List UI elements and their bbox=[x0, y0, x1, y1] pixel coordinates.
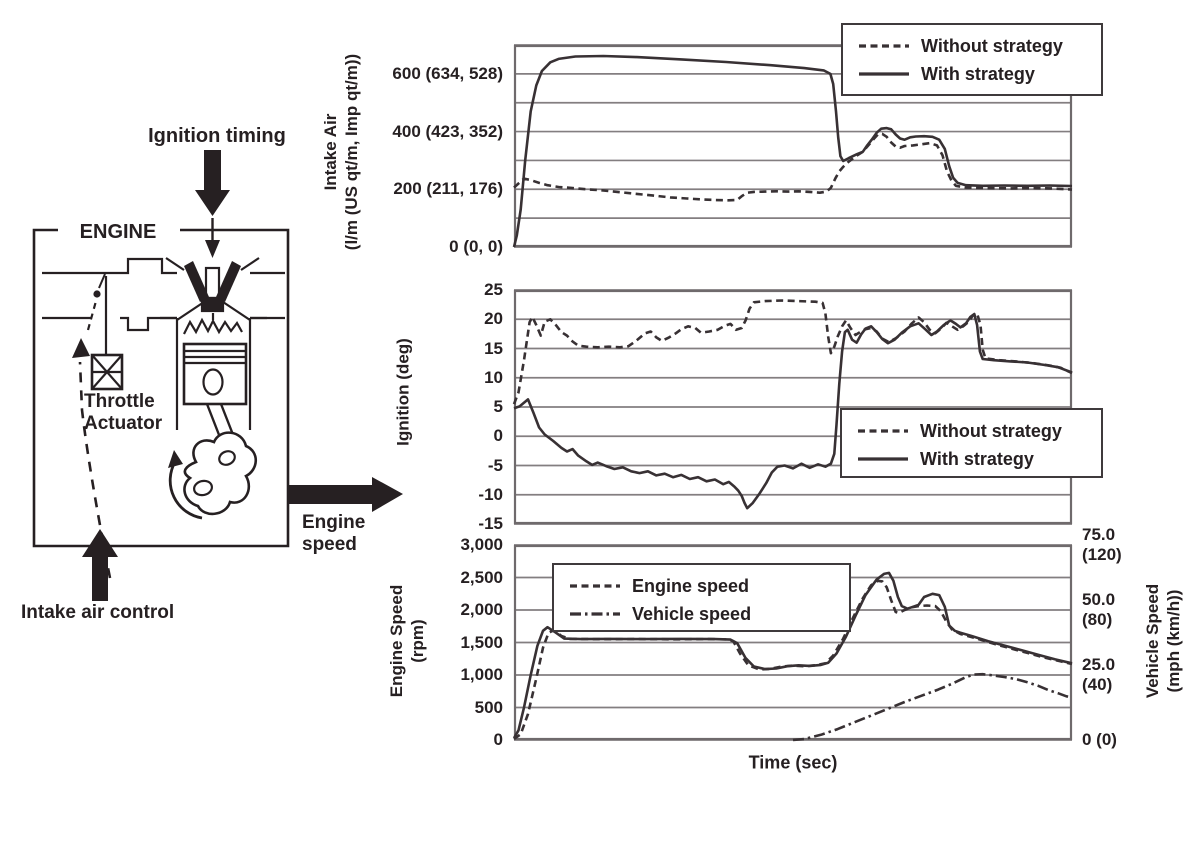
engine-label: ENGINE bbox=[80, 221, 157, 243]
ignition-yticks: 25 20 15 10 5 0 -5 -10 -15 bbox=[0, 280, 503, 533]
y-tick-label: 20 bbox=[484, 309, 503, 329]
series-without-strategy bbox=[513, 132, 1073, 202]
plot-border bbox=[513, 44, 1073, 248]
y-tick-label: -5 bbox=[487, 455, 503, 475]
y-tick-label: 5 bbox=[493, 397, 503, 416]
legend-row-with-strategy: With strategy bbox=[858, 60, 1101, 88]
engine-speed-label-2: speed bbox=[302, 534, 357, 555]
y2-tick-label: 25.0 (40) bbox=[1082, 655, 1116, 694]
y-tick-label: 1,000 bbox=[460, 665, 503, 684]
dashed-line-sample-icon bbox=[858, 429, 908, 433]
vehicle-speed-axis-title-line1: Vehicle Speed bbox=[1143, 583, 1162, 699]
legend-row-without-strategy: Without strategy bbox=[858, 32, 1101, 60]
intake-air-legend: Without strategy With strategy bbox=[841, 23, 1103, 96]
y2-tick-label: 50.0 (80) bbox=[1082, 590, 1116, 629]
legend-row-without-strategy: Without strategy bbox=[857, 417, 1101, 445]
y-tick-label: 25 bbox=[484, 280, 503, 299]
y-tick-label: 1,500 bbox=[460, 632, 503, 652]
y-tick-label: -10 bbox=[478, 484, 503, 504]
y-tick-label: 2,500 bbox=[460, 567, 503, 587]
valve-left-icon bbox=[184, 261, 209, 302]
throttle-label-2: Actuator bbox=[84, 413, 163, 434]
engine-box bbox=[32, 228, 290, 548]
spark-plug-icon bbox=[204, 266, 221, 300]
crankshaft-icon bbox=[183, 431, 258, 516]
y-tick-label: 600 (634, 528) bbox=[392, 63, 503, 83]
vehicle-speed-axis-title-line2: (mph (km/h)) bbox=[1164, 589, 1183, 693]
ignition-plot bbox=[512, 289, 1073, 525]
engine-speed-yticks: 3,000 2,500 2,000 1,500 1,000 500 0 bbox=[0, 535, 503, 749]
y-tick-label: 500 bbox=[474, 697, 503, 717]
series-vehicle-speed bbox=[792, 672, 1073, 742]
throttle-pivot-dot bbox=[93, 290, 101, 298]
ignition-legend: Without strategy With strategy bbox=[840, 408, 1103, 478]
legend-label: Vehicle speed bbox=[632, 603, 752, 624]
y-tick-label: 3,000 bbox=[460, 535, 503, 554]
ignition-arrow-head-icon bbox=[205, 240, 220, 258]
y2-tick-label: 75.0 (120) bbox=[1082, 525, 1122, 564]
y-tick-label: 0 bbox=[493, 730, 503, 749]
intake-control-arrowhead-icon bbox=[72, 338, 90, 358]
time-axis-label: Time (sec) bbox=[748, 752, 838, 773]
combustion-flame-icon bbox=[183, 317, 243, 335]
rotation-arrow-icon bbox=[168, 461, 203, 520]
legend-row-engine-speed: Engine speed bbox=[569, 572, 849, 600]
throttle-link-upper bbox=[98, 273, 106, 289]
intake-air-chart: 600 (634, 528) 400 (423, 352) 200 (211, 17… bbox=[0, 44, 1200, 256]
y-tick-label: 2,000 bbox=[460, 600, 503, 619]
speed-legend: Engine speed Vehicle speed bbox=[552, 563, 851, 632]
legend-label: Without strategy bbox=[921, 35, 1063, 56]
engine-speed-arrow bbox=[288, 477, 403, 512]
legend-row-with-strategy: With strategy bbox=[857, 445, 1101, 473]
series-with-strategy bbox=[513, 312, 1073, 510]
vehicle-speed-axis-title: Vehicle Speed (mph (km/h)) bbox=[1142, 584, 1184, 698]
y2-tick-label: 0 (0) bbox=[1082, 730, 1117, 749]
throttle-link-dashed bbox=[86, 300, 98, 331]
dashed-line-sample-icon bbox=[859, 44, 909, 48]
piston-assembly bbox=[160, 257, 267, 520]
y-tick-label: 200 (211, 176) bbox=[393, 179, 503, 199]
y-tick-label: 15 bbox=[484, 338, 503, 358]
legend-label: Engine speed bbox=[632, 575, 750, 596]
engine-schematic: Ignition timing ENGINE Throttle Actuator bbox=[21, 125, 403, 623]
engine-speed-label-1: Engine bbox=[302, 512, 365, 533]
solid-line-sample-icon bbox=[858, 457, 908, 461]
y-tick-label: 0 (0, 0) bbox=[449, 237, 503, 256]
intake-air-control-arrow bbox=[82, 529, 118, 601]
solid-line-sample-icon bbox=[859, 72, 909, 76]
series-without-strategy bbox=[512, 299, 1073, 405]
y-tick-label: 10 bbox=[484, 367, 503, 387]
legend-label: With strategy bbox=[921, 63, 1035, 84]
valve-right-icon bbox=[216, 261, 241, 302]
ignition-timing-label: Ignition timing bbox=[148, 125, 286, 147]
y-tick-label: 400 (423, 352) bbox=[392, 121, 503, 141]
legend-label: With strategy bbox=[920, 448, 1034, 469]
legend-label: Without strategy bbox=[920, 420, 1062, 441]
throttle-label-1: Throttle bbox=[84, 391, 155, 412]
series-with-strategy bbox=[512, 54, 1073, 248]
series-engine-speed bbox=[513, 579, 1073, 741]
intake-air-plot bbox=[512, 44, 1073, 248]
intake-air-control-label: Intake air control bbox=[21, 602, 174, 623]
legend-row-vehicle-speed: Vehicle speed bbox=[569, 600, 849, 628]
vehicle-speed-yticks: 75.0 (120) 50.0 (80) 25.0 (40) 0 (0) bbox=[1082, 525, 1200, 749]
y-tick-label: 0 bbox=[493, 426, 503, 446]
throttle-actuator-icon bbox=[90, 276, 124, 391]
ignition-timing-arrow bbox=[195, 150, 230, 216]
intake-air-yticks: 600 (634, 528) 400 (423, 352) 200 (211, 17… bbox=[0, 45, 503, 256]
dashdot-line-sample-icon bbox=[570, 612, 620, 616]
y-tick-label: -15 bbox=[478, 514, 503, 533]
dashed-line-sample-icon bbox=[570, 584, 620, 588]
